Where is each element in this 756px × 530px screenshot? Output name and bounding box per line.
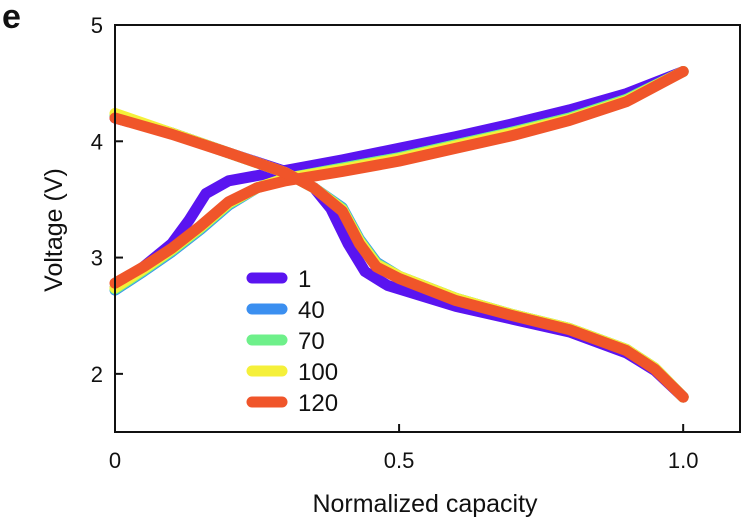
- series-layer: [109, 66, 689, 403]
- x-tick-label: 0: [109, 448, 121, 473]
- legend-label-1: 1: [298, 266, 311, 293]
- panel-letter: e: [2, 0, 21, 36]
- series-120-charge-curve: [109, 66, 689, 289]
- legend-label-40: 40: [298, 297, 325, 324]
- x-tick-label: 1.0: [668, 448, 699, 473]
- legend-label-100: 100: [298, 359, 338, 386]
- y-tick-label: 4: [91, 129, 103, 154]
- y-axis-label: Voltage (V): [40, 168, 68, 292]
- x-tick-label: 0.5: [384, 448, 415, 473]
- legend-label-120: 120: [298, 390, 338, 417]
- legend: 1 40 70 100 120: [246, 266, 338, 417]
- y-tick-label: 3: [91, 246, 103, 271]
- plot-frame: [114, 24, 741, 433]
- legend-label-70: 70: [298, 328, 325, 355]
- y-tick-label: 2: [91, 362, 103, 387]
- series-120-discharge-curve: [109, 112, 689, 403]
- y-tick-label: 5: [91, 13, 103, 38]
- ticks-layer: 0 0.5 1.0 2 3 4 5: [91, 13, 699, 473]
- x-axis-label: Normalized capacity: [312, 490, 538, 518]
